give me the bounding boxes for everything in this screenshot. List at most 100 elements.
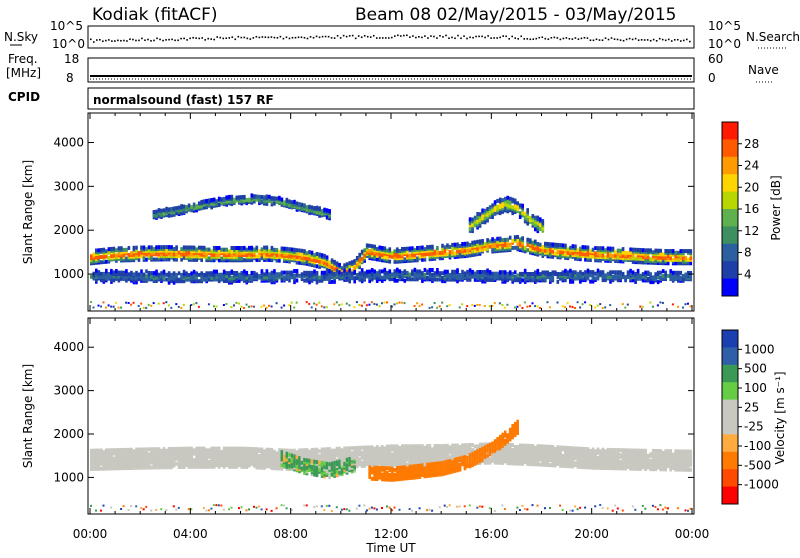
power-cell bbox=[474, 305, 476, 307]
power-cell bbox=[431, 273, 434, 277]
power-cell bbox=[537, 246, 540, 250]
nsearch-tick-bottom: 10^0 bbox=[708, 37, 741, 51]
power-cell bbox=[386, 249, 389, 253]
power-cell bbox=[579, 270, 582, 274]
power-cell bbox=[145, 274, 148, 278]
power-cell bbox=[223, 197, 226, 201]
power-cell bbox=[351, 260, 354, 264]
power-cell bbox=[439, 305, 441, 307]
power-cell bbox=[421, 258, 424, 262]
power-cell bbox=[659, 252, 662, 256]
power-cell bbox=[140, 269, 143, 273]
power-cell bbox=[316, 206, 319, 210]
velocity-cell bbox=[291, 449, 294, 453]
power-cell bbox=[690, 305, 692, 307]
power-cell bbox=[559, 254, 562, 258]
velocity-cell bbox=[308, 459, 311, 463]
power-cell bbox=[589, 255, 592, 259]
power-cell bbox=[336, 269, 339, 273]
power-cell bbox=[128, 253, 131, 257]
velocity-cell bbox=[291, 457, 294, 461]
power-cell bbox=[577, 272, 580, 276]
power-cell bbox=[128, 302, 130, 304]
nsky-point bbox=[325, 36, 327, 38]
power-cell bbox=[439, 271, 442, 275]
power-cell bbox=[268, 305, 270, 307]
power-cell bbox=[308, 271, 311, 275]
power-cell bbox=[431, 306, 433, 308]
power-cell bbox=[125, 269, 128, 273]
power-cell bbox=[268, 195, 271, 199]
nsky-point bbox=[298, 37, 300, 39]
velocity-cell bbox=[276, 507, 278, 509]
power-cell bbox=[381, 302, 383, 304]
power-cell bbox=[200, 200, 203, 204]
power-cell bbox=[341, 272, 344, 276]
power-cell bbox=[399, 269, 402, 273]
power-cell bbox=[348, 304, 350, 306]
power-cell bbox=[557, 272, 560, 276]
nsky-point bbox=[487, 35, 489, 37]
velocity-cell bbox=[271, 510, 273, 512]
nsky-point bbox=[219, 37, 221, 39]
power-cell bbox=[313, 303, 315, 305]
power-cell bbox=[534, 271, 537, 275]
power-cell bbox=[346, 272, 349, 276]
power-cell bbox=[446, 252, 449, 256]
power-cell bbox=[562, 243, 565, 247]
velocity-cell bbox=[266, 448, 269, 452]
power-cell bbox=[143, 307, 145, 309]
velocity-cell bbox=[238, 447, 241, 451]
power-cell bbox=[624, 307, 626, 309]
power-cell bbox=[627, 270, 630, 274]
power-cell bbox=[459, 306, 461, 308]
nsky-point bbox=[256, 36, 258, 38]
velocity-cell bbox=[180, 447, 183, 451]
velocity-cell bbox=[336, 473, 339, 477]
velocity-cell bbox=[203, 447, 206, 451]
velocity-cell bbox=[361, 451, 364, 455]
velocity-cell bbox=[351, 456, 354, 460]
power-cell bbox=[687, 249, 690, 253]
power-cell bbox=[170, 273, 173, 277]
nsky-point bbox=[120, 40, 122, 42]
velocity-cell bbox=[140, 507, 142, 509]
power-cell bbox=[198, 201, 201, 205]
velocity-cell bbox=[178, 447, 181, 451]
power-cell bbox=[218, 203, 221, 207]
power-cell bbox=[236, 271, 239, 275]
power-cell bbox=[241, 306, 243, 308]
velocity-cell bbox=[128, 509, 130, 511]
power-cell bbox=[346, 278, 349, 282]
nsky-point bbox=[222, 38, 224, 40]
power-cell bbox=[662, 302, 664, 304]
power-cell bbox=[188, 251, 191, 255]
power-cell bbox=[521, 278, 524, 282]
velocity-cell bbox=[348, 446, 351, 450]
power-cell bbox=[604, 248, 607, 252]
power-cell bbox=[504, 270, 507, 274]
power-cell bbox=[619, 249, 622, 253]
power-cell bbox=[534, 240, 537, 244]
velocity-cell bbox=[175, 447, 178, 451]
power-cell bbox=[549, 306, 551, 308]
power-cell bbox=[577, 248, 580, 252]
velocity-cell bbox=[145, 506, 147, 508]
velocity-cell bbox=[148, 452, 151, 456]
power-cell bbox=[98, 259, 101, 263]
power-cell bbox=[238, 246, 241, 250]
velocity-cell bbox=[323, 471, 326, 475]
nsky-point bbox=[451, 37, 453, 39]
power-cell bbox=[609, 270, 612, 274]
nsky-point bbox=[201, 37, 203, 39]
power-cell bbox=[108, 247, 111, 251]
velocity-cell bbox=[341, 448, 344, 452]
power-cell bbox=[619, 259, 622, 263]
nsky-point bbox=[322, 36, 324, 38]
power-cell bbox=[241, 246, 244, 250]
nsky-tick-bottom: 10^0 bbox=[52, 37, 85, 51]
power-cell bbox=[674, 251, 677, 255]
power-cell bbox=[236, 302, 238, 304]
station-title: Kodiak (fitACF) bbox=[92, 5, 218, 25]
power-cell bbox=[228, 253, 231, 257]
